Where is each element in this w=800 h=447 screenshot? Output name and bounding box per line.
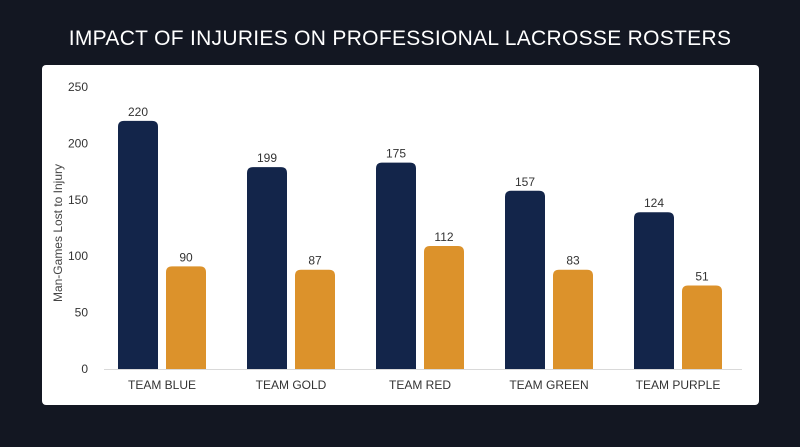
data-label: 87 bbox=[308, 254, 322, 268]
bars: 220 90 199 87 175 112 157 83 124 51 bbox=[118, 105, 722, 369]
category-label: TEAM PURPLE bbox=[636, 378, 721, 392]
y-tick-label: 150 bbox=[68, 193, 88, 207]
y-tick-label: 250 bbox=[68, 80, 88, 94]
bar bbox=[553, 269, 593, 369]
y-tick-label: 0 bbox=[81, 362, 88, 376]
data-label: 90 bbox=[179, 250, 193, 264]
y-axis-title: Man-Games Lost to Injury bbox=[51, 164, 65, 302]
category-label: TEAM BLUE bbox=[128, 378, 196, 392]
category-label: TEAM GOLD bbox=[256, 378, 327, 392]
data-label: 112 bbox=[434, 230, 453, 244]
data-label: 157 bbox=[515, 175, 535, 189]
y-axis: 0 50 100 150 200 250 bbox=[68, 80, 742, 376]
data-label: 124 bbox=[644, 196, 664, 210]
bar bbox=[247, 167, 287, 369]
category-label: TEAM RED bbox=[389, 378, 451, 392]
bar bbox=[376, 162, 416, 369]
data-label: 51 bbox=[695, 270, 709, 284]
y-tick-label: 200 bbox=[68, 136, 88, 150]
category-label: TEAM GREEN bbox=[509, 378, 588, 392]
bar bbox=[634, 212, 674, 369]
bar-chart: 0 50 100 150 200 250 220 90 199 87 175 112 157 83 124… bbox=[51, 80, 742, 392]
bar bbox=[424, 246, 464, 369]
data-label: 83 bbox=[566, 254, 580, 268]
bar bbox=[295, 269, 335, 369]
data-label: 175 bbox=[386, 147, 406, 161]
chart-title: IMPACT OF INJURIES ON PROFESSIONAL LACRO… bbox=[68, 27, 732, 50]
chart-card: 0 50 100 150 200 250 220 90 199 87 175 112 157 83 124… bbox=[42, 65, 759, 405]
bar bbox=[166, 266, 206, 369]
data-label: 199 bbox=[257, 151, 277, 165]
bar bbox=[505, 190, 545, 369]
bar bbox=[118, 120, 158, 369]
bar bbox=[682, 285, 722, 369]
data-label: 220 bbox=[128, 105, 148, 119]
y-tick-label: 100 bbox=[68, 249, 88, 263]
x-axis: TEAM BLUE TEAM GOLD TEAM RED TEAM GREEN TEAM… bbox=[128, 378, 720, 392]
y-tick-label: 50 bbox=[75, 306, 89, 320]
